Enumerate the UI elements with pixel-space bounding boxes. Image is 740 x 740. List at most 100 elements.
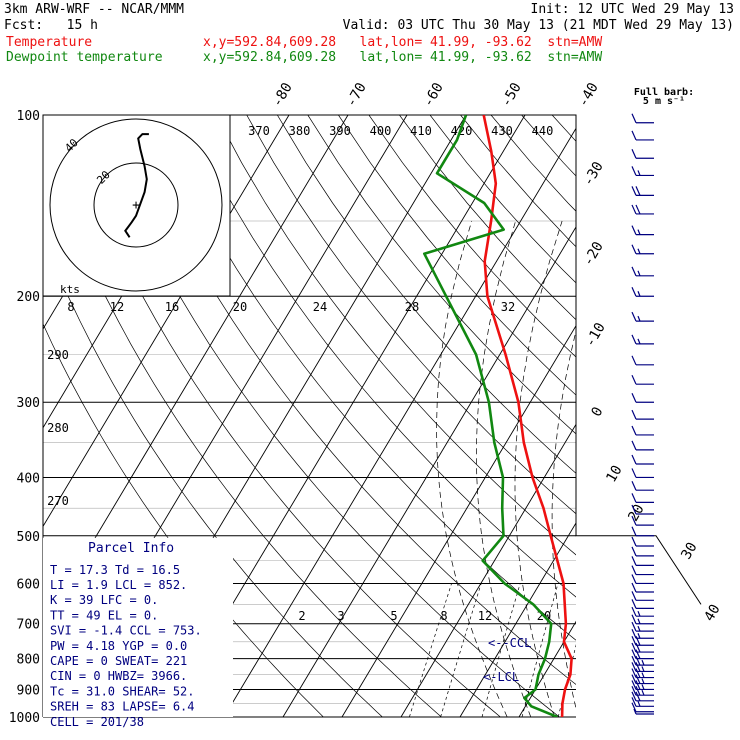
moist-adiabat xyxy=(647,221,740,717)
barb-full xyxy=(631,286,637,297)
wind-barb-118 xyxy=(631,149,654,159)
wind-barb-780 xyxy=(631,642,654,653)
pressure-label-500: 500 xyxy=(17,530,40,545)
wind-barb-220 xyxy=(631,311,654,322)
parcel-line: Tc = 31.0 SHEAR= 52. xyxy=(50,684,195,698)
dry-adiabat xyxy=(551,115,576,142)
wind-barb-640 xyxy=(631,591,654,601)
barb-half xyxy=(641,666,645,672)
wind-barb-400 xyxy=(631,468,654,479)
pressure-label-200: 200 xyxy=(17,290,40,305)
wind-barb-700 xyxy=(631,614,654,625)
parcel-line: CELL = 201/38 xyxy=(50,715,144,729)
wind-barb-460 xyxy=(631,504,654,515)
wind-barb-720 xyxy=(631,621,654,632)
barb-half xyxy=(637,170,641,176)
barb-full xyxy=(631,636,637,646)
pressure-label-400: 400 xyxy=(17,471,40,486)
isotherm-label-30: 30 xyxy=(678,540,700,563)
barb-full xyxy=(631,440,637,451)
isotherm-line xyxy=(223,127,576,717)
dry-adiabat xyxy=(307,115,576,435)
barb-key-unit: 5 m s⁻¹ xyxy=(643,96,685,107)
barb-full xyxy=(631,311,637,322)
barb-full xyxy=(631,504,637,515)
wind-barb-420 xyxy=(631,480,654,491)
wind-barb-200 xyxy=(631,286,654,297)
barb-half xyxy=(641,678,645,684)
barb-half xyxy=(637,625,641,632)
dry-adiabat xyxy=(521,115,576,177)
wind-barb-960 xyxy=(631,697,654,707)
dry-adiabat xyxy=(43,236,383,717)
barb-full xyxy=(631,574,637,584)
barb-half xyxy=(637,248,641,254)
barb-full xyxy=(631,454,637,465)
ccl-marker: <--CCL xyxy=(488,636,531,650)
barb-full xyxy=(631,680,637,690)
barb-half xyxy=(637,229,641,235)
hodo-speed-label: 16 xyxy=(165,300,179,314)
barb-full xyxy=(635,691,641,702)
barb-full xyxy=(631,113,637,123)
parcel-line: CIN = 0 HWBZ= 3966. xyxy=(50,669,187,683)
barb-full xyxy=(631,425,637,436)
wind-barb-880 xyxy=(631,674,654,685)
theta-label-low: 280 xyxy=(47,421,69,435)
wind-barb-660 xyxy=(631,599,654,609)
dry-adiabat xyxy=(399,115,576,321)
dry-adiabat xyxy=(583,115,740,717)
isotherm-line xyxy=(459,522,576,717)
dry-adiabat xyxy=(43,144,442,717)
forecast-hour: Fcst: 15 h xyxy=(4,18,98,33)
barb-full xyxy=(635,655,641,666)
barb-half xyxy=(633,708,637,715)
barb-full xyxy=(631,409,637,420)
dry-adiabat xyxy=(368,115,576,358)
barb-half xyxy=(637,633,641,639)
hodo-speed-label: 28 xyxy=(405,300,419,314)
barb-full xyxy=(631,629,637,639)
wind-barb-300 xyxy=(631,392,654,403)
hodograph-trace xyxy=(124,133,149,238)
isotherm-label-0: 0 xyxy=(588,404,606,419)
isotherm-label--30: -30 xyxy=(580,159,607,189)
dry-adiabat xyxy=(277,115,576,474)
barb-full xyxy=(631,266,637,277)
barb-full xyxy=(631,374,637,385)
wind-barb-136 xyxy=(631,186,654,196)
mixing-ratio-line xyxy=(440,583,482,717)
barb-full xyxy=(631,546,637,557)
hodo-speed-label: 8 xyxy=(67,300,74,314)
barb-full xyxy=(631,649,637,659)
barb-full xyxy=(631,392,637,403)
theta-label-low: 290 xyxy=(47,348,69,362)
barb-half xyxy=(637,338,641,345)
lcl-marker: <-LCL xyxy=(483,670,519,684)
wind-barb-380 xyxy=(631,454,654,465)
dewpoint-location: x,y=592.84,609.28 lat,lon= 41.99, -93.62… xyxy=(203,50,603,65)
hodo-speed-label: 12 xyxy=(110,300,124,314)
barb-full xyxy=(631,468,637,478)
barb-full xyxy=(635,642,641,653)
isotherm-label--10: -10 xyxy=(582,320,609,350)
barb-full xyxy=(631,685,637,696)
dry-adiabat xyxy=(490,115,576,212)
barb-full xyxy=(631,480,637,491)
moist-adiabat xyxy=(551,329,576,710)
mixing-ratio-label: 8 xyxy=(440,609,447,623)
barb-full xyxy=(631,244,637,254)
hodo-unit-label: kts xyxy=(60,283,80,296)
barb-full xyxy=(631,697,637,707)
hodo-origin: + xyxy=(132,198,140,213)
theta-label-380: 380 xyxy=(289,124,311,138)
temperature-profile xyxy=(482,115,573,717)
barb-full xyxy=(631,166,637,176)
barb-full xyxy=(635,186,641,196)
dry-adiabat xyxy=(63,115,501,717)
barb-full xyxy=(631,606,637,617)
dry-adiabat xyxy=(124,115,576,685)
barb-full xyxy=(635,662,641,672)
barb-full xyxy=(631,668,637,678)
